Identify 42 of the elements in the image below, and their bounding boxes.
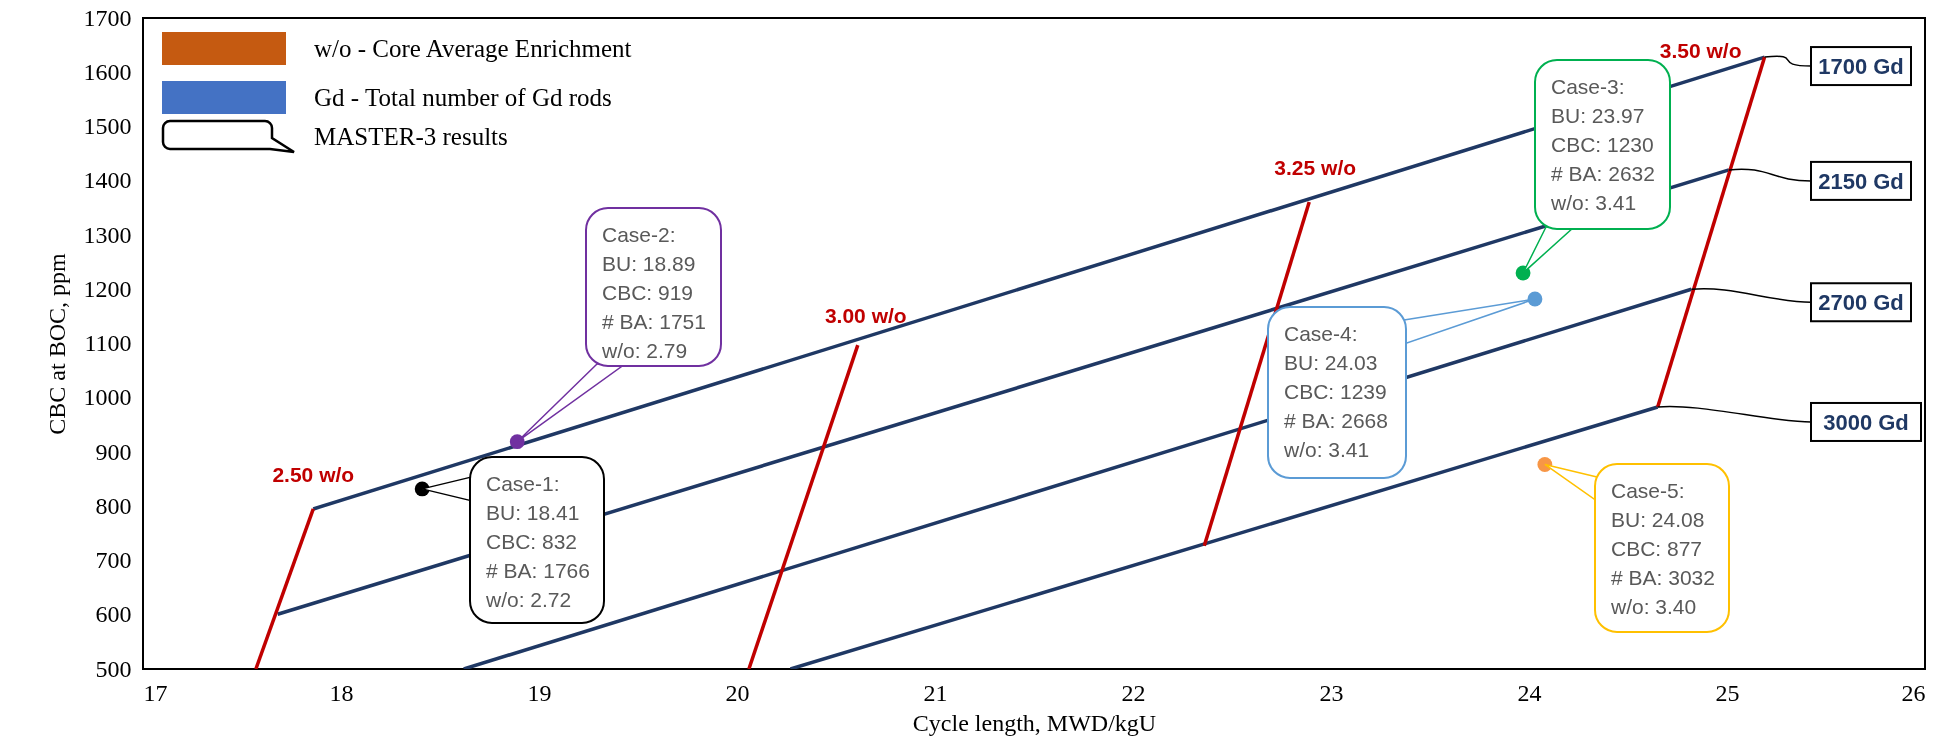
- annotation: MASTER-3 results: [314, 123, 508, 150]
- x-tick-label: 26: [1901, 679, 1926, 706]
- y-tick-label: 800: [95, 492, 132, 519]
- y-tick-label: 1400: [83, 167, 132, 194]
- text: 2150 Gd: [1818, 168, 1904, 194]
- x-tick-label: 20: [725, 679, 750, 706]
- annotation: Case-3: BU: 23.97 CBC: 1230 # BA: 2632 w/o: 3.41: [1550, 75, 1655, 214]
- y-tick-label: 1000: [83, 384, 132, 411]
- series-label: 3.00 w/o: [824, 304, 907, 328]
- y-tick-label: 600: [95, 601, 132, 628]
- y-tick-label: 1600: [83, 58, 132, 85]
- callout-box: Case-4: BU: 24.03 CBC: 1239 # BA: 2668 w/o: 3.41: [1267, 298, 1536, 479]
- x-tick-label: 19: [527, 679, 552, 706]
- x-tick-label: 21: [923, 679, 948, 706]
- y-tick-label: 1200: [83, 275, 132, 302]
- annotation: Case-1: BU: 18.41 CBC: 832 # BA: 1766 w/o: 2.72: [485, 472, 590, 611]
- annotation: Case-2: BU: 18.89 CBC: 919 # BA: 1751 w/o: 2.79: [601, 223, 706, 362]
- x-tick-label: 17: [143, 679, 168, 706]
- y-tick-label: 900: [95, 438, 132, 465]
- text: 1700 Gd: [1818, 54, 1904, 80]
- text: 3000 Gd: [1823, 409, 1909, 435]
- series-label: 2.50 w/o: [272, 462, 355, 486]
- y-tick-label: 700: [95, 547, 132, 573]
- y-axis-title: CBC at BOC, ppm: [43, 252, 70, 435]
- y-tick-label: 1100: [84, 330, 132, 356]
- y-tick-label: 1500: [83, 113, 132, 139]
- annotation: w/o - Core Average Enrichment: [314, 35, 632, 62]
- annotation: Case-4: BU: 24.03 CBC: 1239 # BA: 2668 w/o: 3.41: [1283, 322, 1388, 461]
- callout-box: Case-2: BU: 18.89 CBC: 919 # BA: 1751 w/o: 2.79: [516, 207, 722, 443]
- annotation: Gd - Total number of Gd rods: [314, 84, 612, 111]
- annotation: Case-5: BU: 24.08 CBC: 877 # BA: 3032 w/o: 3.40: [1610, 479, 1715, 618]
- series-label: 3.25 w/o: [1274, 155, 1357, 179]
- y-tick-label: 1700: [83, 4, 132, 31]
- y-tick-label: 1300: [83, 221, 132, 248]
- x-axis-title: Cycle length, MWD/kgU: [912, 709, 1157, 736]
- x-tick-label: 23: [1319, 679, 1344, 706]
- x-tick-label: 18: [329, 679, 354, 706]
- x-tick-label: 24: [1517, 679, 1542, 706]
- text: 2700 Gd: [1818, 290, 1904, 316]
- x-tick-label: 22: [1121, 679, 1146, 706]
- y-tick-label: 500: [95, 655, 132, 682]
- x-tick-label: 25: [1715, 679, 1740, 706]
